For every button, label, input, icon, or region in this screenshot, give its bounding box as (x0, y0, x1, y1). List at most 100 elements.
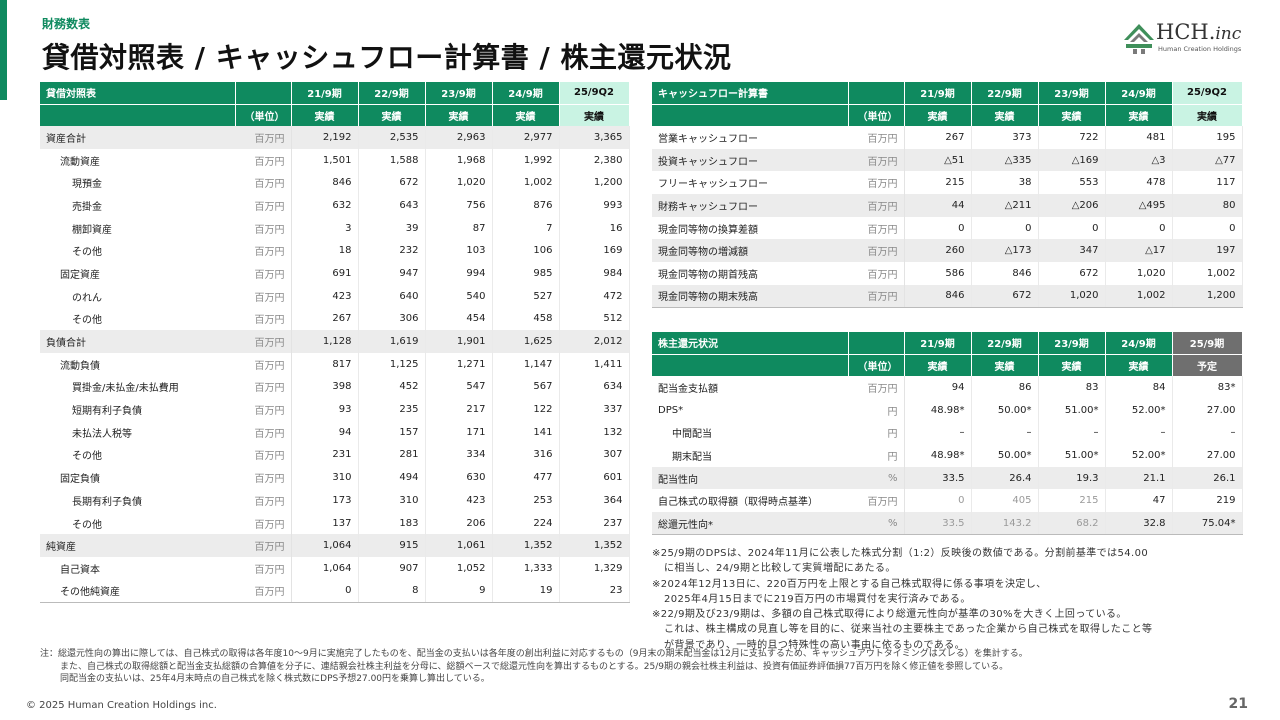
unit-header: （単位） (848, 353, 905, 376)
period-header: 21/9期 (291, 82, 359, 104)
value-cell: 1,052 (425, 557, 493, 580)
table-row: 営業キャッシュフロー 百万円 267 373 722 481 195 (652, 126, 1243, 149)
row-unit: 百万円 (235, 579, 292, 603)
table-row: 固定資産 百万円 691 947 994 985 984 (40, 262, 630, 285)
table-row: 配当金支払額 百万円 94 86 83 84 83* (652, 376, 1243, 399)
value-cell: 1,002 (1172, 262, 1243, 285)
type-header: 実績 (492, 103, 560, 126)
value-cell: 553 (1038, 171, 1106, 195)
value-cell: 237 (559, 511, 630, 535)
row-unit: 百万円 (235, 148, 292, 172)
value-cell: 876 (492, 194, 560, 217)
row-unit: 百万円 (235, 239, 292, 263)
value-cell: 32.8 (1105, 512, 1173, 536)
table-row: 配当性向% 33.5 26.4 19.3 21.1 26.1 (652, 466, 1243, 490)
page-number: 21 (1228, 696, 1248, 712)
period-header: 22/9期 (971, 332, 1039, 354)
footnote-line: 注：総還元性向の算出に際しては、自己株式の取得は各年度10～9月に実施完了したも… (40, 649, 1028, 659)
value-cell: 373 (971, 126, 1039, 149)
value-cell: △211 (971, 194, 1039, 217)
value-cell: 18 (291, 239, 359, 263)
table-row: フリーキャッシュフロー 百万円 215 38 553 478 117 (652, 171, 1243, 195)
type-header: 予定 (1172, 353, 1243, 376)
value-cell: 68.2 (1038, 512, 1106, 536)
footnote-line: また、自己株式の取得総額と配当金支払総額の合算値を分子に、連結親会社株主利益を分… (60, 661, 1009, 672)
row-unit: 百万円 (848, 194, 905, 217)
value-cell: 86 (971, 376, 1039, 399)
value-cell: 640 (358, 284, 426, 308)
value-cell: 1,901 (425, 330, 493, 353)
row-unit: 百万円 (848, 148, 905, 172)
type-header: 実績 (291, 103, 359, 126)
value-cell: 26.1 (1172, 466, 1243, 490)
row-label: 資産合計 (40, 126, 235, 149)
value-cell: 947 (358, 262, 426, 285)
row-label: 負債合計 (40, 330, 235, 353)
value-cell: 1,411 (559, 352, 630, 376)
table-row: 自己資本 百万円 1,064 907 1,052 1,333 1,329 (40, 557, 630, 580)
value-cell: 231 (291, 443, 359, 467)
value-cell: 33.5 (904, 512, 972, 536)
value-cell: 215 (904, 171, 972, 195)
row-label: 短期有利子負債 (72, 406, 142, 418)
value-cell: 722 (1038, 126, 1106, 149)
table-row: DPS* 円 48.98* 50.00* 51.00* 52.00* 27.00 (652, 398, 1243, 422)
row-label: 配当性向 (652, 466, 848, 490)
value-cell: 235 (358, 398, 426, 421)
value-cell: 75.04* (1172, 512, 1243, 536)
row-unit: 百万円 (848, 216, 905, 240)
value-cell: – (971, 421, 1039, 445)
value-cell: 756 (425, 194, 493, 217)
table-row: 資産合計 百万円 2,192 2,535 2,963 2,977 3,365 (40, 126, 630, 149)
logo-subtitle: Human Creation Holdings (1158, 45, 1242, 53)
row-label: 長期有利子負債 (72, 496, 142, 508)
value-cell: 0 (1172, 216, 1243, 240)
table-row: 現金同等物の増減額 百万円 260 △173 347 △17 197 (652, 239, 1243, 263)
value-cell: 672 (1038, 262, 1106, 285)
row-label: 純資産 (40, 534, 235, 558)
row-unit: 円 (848, 444, 905, 467)
row-unit: 円 (848, 398, 905, 422)
value-cell: 51.00* (1038, 444, 1106, 467)
value-cell: △17 (1105, 239, 1173, 263)
value-cell: 117 (1172, 171, 1243, 195)
cash-flow-body: 営業キャッシュフロー 百万円 267 373 722 481 195 投資キャッシュフロー 百万… (652, 126, 1243, 308)
value-cell: 1,125 (358, 352, 426, 376)
table-row: 固定負債 百万円 310 494 630 477 601 (40, 466, 630, 489)
value-cell: 512 (559, 307, 630, 331)
row-label: 未払法人税等 (72, 428, 132, 440)
table-row: その他 百万円 18 232 103 106 169 (40, 239, 630, 263)
value-cell: △173 (971, 239, 1039, 263)
value-cell: 141 (492, 420, 560, 444)
value-cell: 398 (291, 375, 359, 399)
value-cell: 846 (291, 171, 359, 195)
row-unit: 百万円 (235, 398, 292, 421)
section-label: 財務数表 (42, 17, 91, 31)
type-header: 実績 (1038, 103, 1106, 126)
value-cell: △335 (971, 148, 1039, 172)
value-cell: 83 (1038, 376, 1106, 399)
type-header: 実績 (1105, 103, 1173, 126)
period-header: 25/9Q2 (1172, 82, 1243, 104)
value-cell: 817 (291, 352, 359, 376)
value-cell: 691 (291, 262, 359, 285)
value-cell: 19 (492, 579, 560, 603)
value-cell: 50.00* (971, 398, 1039, 422)
value-cell: △51 (904, 148, 972, 172)
table-row: 棚卸資産 百万円 3 39 87 7 16 (40, 216, 630, 240)
value-cell: 307 (559, 443, 630, 467)
shareholder-return-body: 配当金支払額 百万円 94 86 83 84 83* DPS* 円 48.98* 50.00* 51.… (652, 376, 1243, 536)
value-cell: 527 (492, 284, 560, 308)
row-label: 自己資本 (60, 564, 100, 576)
period-header: 25/9Q2 (559, 82, 630, 104)
value-cell: 477 (492, 466, 560, 489)
value-cell: 197 (1172, 239, 1243, 263)
value-cell: 907 (358, 557, 426, 580)
value-cell: 494 (358, 466, 426, 489)
value-cell: 1,002 (1105, 284, 1173, 308)
period-header: 23/9期 (425, 82, 493, 104)
row-label: 現金同等物の換算差額 (658, 224, 758, 236)
value-cell: 219 (1172, 489, 1243, 513)
unit-header: （単位） (235, 103, 292, 126)
value-cell: 51.00* (1038, 398, 1106, 422)
